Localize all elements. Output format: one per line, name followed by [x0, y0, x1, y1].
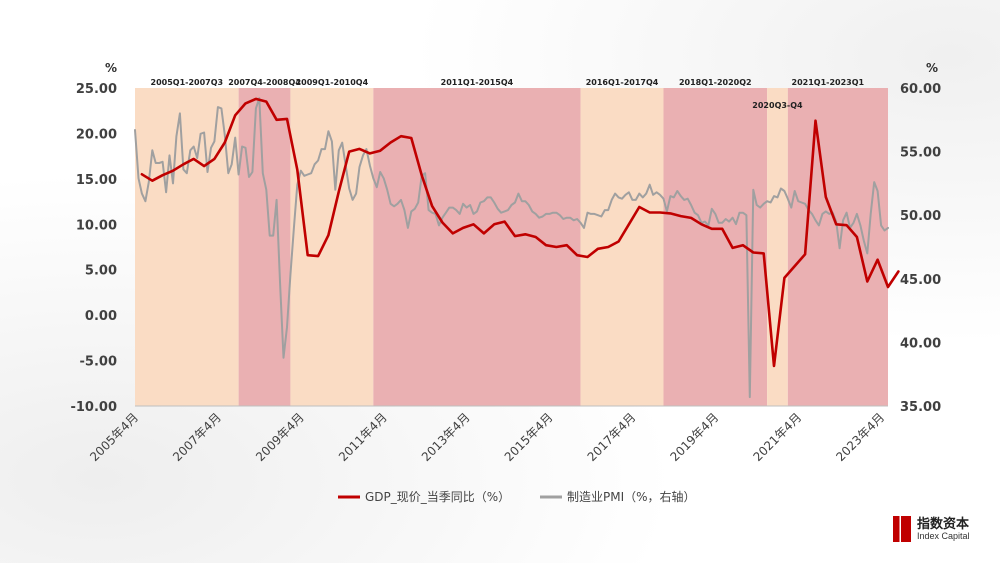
x-axis-tick-label: 2023年4月: [833, 410, 887, 464]
brand-name-cn: 指数资本: [917, 517, 970, 532]
period-label: 2007Q4-2008Q4: [228, 78, 301, 87]
period-label: 2018Q1-2020Q2: [679, 78, 752, 87]
period-band: [135, 88, 239, 406]
period-label: 2021Q1-2023Q1: [792, 78, 865, 87]
brand-name-en: Index Capital: [917, 531, 970, 541]
left-axis: % 25.00 20.00 15.00 10.00 5.00 0.00 -5.00 -10.00: [70, 61, 117, 415]
x-axis-tick-label: 2005年4月: [87, 410, 141, 464]
period-band: [580, 88, 664, 406]
left-axis-tick-label: 25.00: [76, 82, 117, 97]
x-axis-tick-label: 2013年4月: [419, 410, 473, 464]
brand-logo: 指数资本 Index Capital: [893, 513, 983, 545]
period-label: 2016Q1-2017Q4: [586, 78, 659, 87]
period-label: 2009Q1-2010Q4: [296, 78, 369, 87]
legend: GDP_现价_当季同比（%） 制造业PMI（%，右轴）: [338, 489, 696, 504]
series-lines: [134, 97, 900, 399]
right-axis-tick-label: 50.00: [900, 209, 941, 224]
period-band: [290, 88, 374, 406]
x-axis-tick-label: 2011年4月: [336, 410, 390, 464]
left-axis-tick-label: -10.00: [70, 400, 117, 415]
x-axis-tick-label: 2015年4月: [502, 410, 556, 464]
left-axis-tick-label: -5.00: [80, 355, 117, 370]
left-axis-tick-label: 5.00: [85, 264, 117, 279]
left-axis-tick-label: 0.00: [85, 309, 117, 324]
period-label: 2005Q1-2007Q3: [151, 78, 224, 87]
period-band: [787, 88, 888, 406]
right-axis-tick-label: 35.00: [900, 400, 941, 415]
left-axis-tick-label: 10.00: [76, 218, 117, 233]
x-axis-tick-label: 2019年4月: [668, 410, 722, 464]
x-axis-tick-label: 2021年4月: [750, 410, 804, 464]
legend-label: GDP_现价_当季同比（%）: [365, 490, 510, 504]
period-band: [238, 88, 291, 406]
x-axis-tick-label: 2009年4月: [253, 410, 307, 464]
right-axis-tick-label: 55.00: [900, 146, 941, 161]
period-label: 2020Q3-Q4: [752, 101, 803, 110]
period-band: [373, 88, 581, 406]
right-axis-tick-label: 45.00: [900, 273, 941, 288]
right-axis-tick-label: 40.00: [900, 336, 941, 351]
x-axis-tick-label: 2017年4月: [585, 410, 639, 464]
pmi-line: [134, 97, 889, 399]
left-axis-tick-label: 20.00: [76, 127, 117, 142]
left-axis-tick-label: 15.00: [76, 173, 117, 188]
right-axis-tick-label: 60.00: [900, 82, 941, 97]
x-axis-tick-label: 2007年4月: [170, 410, 224, 464]
right-axis-unit: %: [926, 61, 938, 75]
gdp-line: [140, 97, 900, 368]
period-bands: [135, 88, 888, 406]
left-axis-unit: %: [105, 61, 117, 75]
period-band: [767, 88, 788, 406]
brand-mark-icon: [893, 516, 911, 542]
period-label: 2011Q1-2015Q4: [441, 78, 514, 87]
legend-label: 制造业PMI（%，右轴）: [567, 489, 696, 504]
x-axis: 2005年4月 2007年4月 2009年4月 2011年4月 2013年4月 2015年…: [87, 405, 888, 464]
right-axis: % 60.00 55.00 50.00 45.00 40.00 35.00: [900, 61, 941, 415]
